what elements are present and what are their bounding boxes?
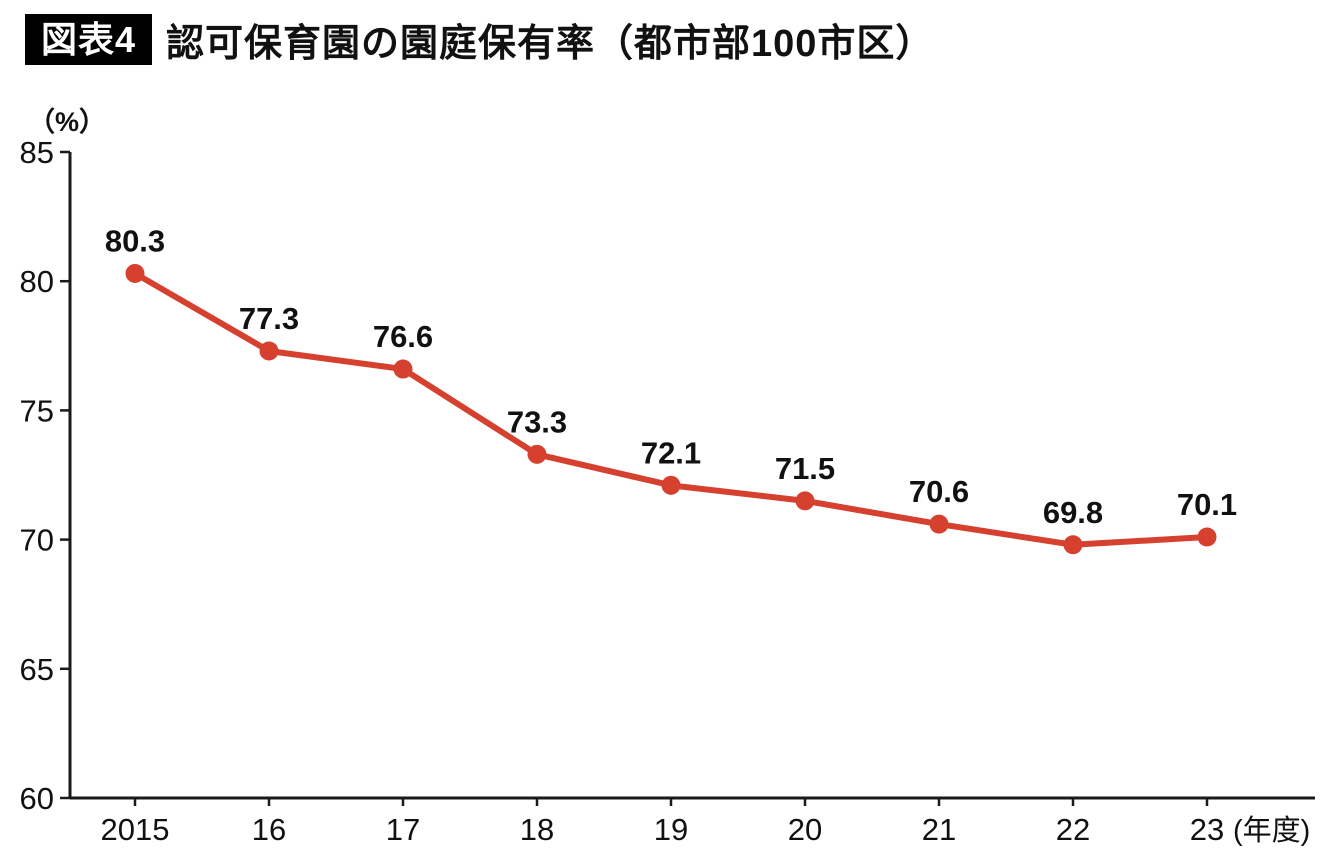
figure-header: 図表4 認可保育園の園庭保有率（都市部100市区） [25, 12, 934, 67]
x-tick-label: 22 [1056, 812, 1090, 847]
point-value-label: 69.8 [1043, 495, 1103, 530]
point-value-label: 73.3 [507, 404, 567, 439]
figure-badge: 図表4 [25, 13, 153, 66]
x-tick-label: 2015 [101, 812, 170, 847]
data-point [661, 475, 681, 495]
point-value-label: 77.3 [239, 301, 299, 336]
point-value-label: 70.6 [909, 474, 969, 509]
point-value-label: 72.1 [641, 435, 701, 470]
x-tick-label: 20 [788, 812, 822, 847]
x-tick-label: 19 [654, 812, 688, 847]
x-tick-label: 17 [386, 812, 420, 847]
x-tick-label: 16 [252, 812, 286, 847]
x-axis-suffix: (年度) [1233, 814, 1310, 847]
data-point [527, 444, 547, 464]
line-chart: 60 65 70 75 80 85 2015 16 17 18 19 20 21 22 23 (年度) 80.3… [20, 135, 1315, 847]
data-point [259, 341, 279, 361]
y-tick-label: 60 [20, 781, 54, 816]
point-value-label: 70.1 [1177, 487, 1237, 522]
data-point [393, 359, 413, 379]
y-tick-label: 85 [20, 135, 54, 170]
data-point [1197, 527, 1217, 547]
x-tick-label: 18 [520, 812, 554, 847]
data-point [795, 491, 815, 511]
y-axis-unit-label: （%） [28, 107, 107, 137]
point-value-label: 71.5 [775, 451, 835, 486]
x-tick-label: 23 [1190, 812, 1224, 847]
y-tick-label: 75 [20, 393, 54, 428]
point-value-label: 76.6 [373, 319, 433, 354]
y-tick-label: 65 [20, 652, 54, 687]
figure-title: 認可保育園の園庭保有率（都市部100市区） [166, 23, 935, 65]
data-point [1063, 535, 1083, 555]
point-value-label: 80.3 [105, 223, 165, 258]
x-tick-label: 21 [922, 812, 956, 847]
data-point [125, 263, 145, 283]
y-tick-label: 70 [20, 523, 54, 558]
y-tick-label: 80 [20, 264, 54, 299]
data-point [929, 514, 949, 534]
